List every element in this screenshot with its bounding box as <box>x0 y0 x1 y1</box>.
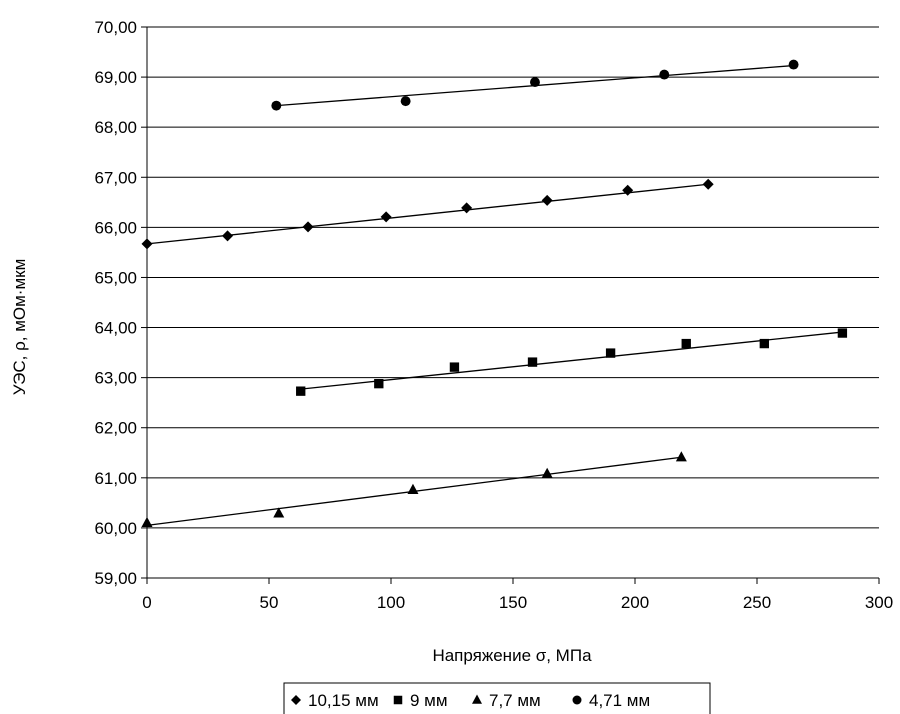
trendline-series-2 <box>300 331 843 390</box>
data-point-series-4 <box>659 69 670 80</box>
data-point-series-2 <box>605 348 616 358</box>
data-point-series-2 <box>837 328 848 338</box>
data-point-series-2 <box>681 338 691 349</box>
y-tick-label: 68,00 <box>94 118 137 137</box>
data-point-series-3 <box>407 483 419 494</box>
x-tick-label: 0 <box>142 593 151 612</box>
legend-marker-series-4 <box>572 695 582 705</box>
data-point-series-4 <box>400 96 411 107</box>
y-tick-label: 69,00 <box>94 68 137 87</box>
y-axis-title: УЭС, ρ, мОм·мкм <box>10 259 29 396</box>
y-tick-label: 65,00 <box>94 268 137 287</box>
data-point-series-1 <box>702 178 714 190</box>
y-tick-label: 61,00 <box>94 469 137 488</box>
data-point-series-2 <box>374 378 384 389</box>
y-tick-label: 62,00 <box>94 419 137 438</box>
x-tick-label: 250 <box>743 593 771 612</box>
data-point-series-2 <box>449 362 460 372</box>
y-tick-label: 59,00 <box>94 569 137 588</box>
data-point-series-3 <box>273 507 285 518</box>
x-tick-label: 200 <box>621 593 649 612</box>
y-tick-label: 60,00 <box>94 519 137 538</box>
data-point-series-3 <box>541 467 553 478</box>
legend-label-series-2: 9 мм <box>410 691 448 710</box>
data-point-series-3 <box>141 516 153 528</box>
y-tick-label: 64,00 <box>94 319 137 338</box>
gridlines <box>147 26 879 529</box>
legend-label-series-1: 10,15 мм <box>308 691 379 710</box>
x-tick-label: 150 <box>499 593 527 612</box>
y-tick-label: 67,00 <box>94 168 137 187</box>
data-point-series-1 <box>302 221 314 233</box>
data-point-series-4 <box>271 100 282 111</box>
trendlines <box>146 64 843 527</box>
data-point-series-1 <box>541 194 553 206</box>
y-tick-label: 66,00 <box>94 218 137 237</box>
data-point-series-1 <box>222 230 234 242</box>
y-tick-labels: 59,00 60,00 61,00 62,00 63,00 64,00 65,00 66,00… <box>94 18 137 588</box>
legend-label-series-3: 7,7 мм <box>489 691 541 710</box>
legend: 10,15 мм 9 мм 7,7 мм 4,71 мм <box>283 682 711 714</box>
x-tick-label: 300 <box>865 593 893 612</box>
x-axis-title: Напряжение σ, МПа <box>432 646 592 665</box>
data-point-series-2 <box>296 386 306 396</box>
legend-label-series-4: 4,71 мм <box>589 691 650 710</box>
x-tick-labels: 0 50 100 150 200 250 300 <box>142 593 893 612</box>
data-point-series-1 <box>141 238 153 250</box>
data-point-series-1 <box>461 202 473 214</box>
data-point-series-1 <box>622 184 634 196</box>
legend-marker-series-1 <box>291 695 301 705</box>
legend-box <box>283 682 711 714</box>
y-tick-label: 63,00 <box>94 369 137 388</box>
axes <box>141 26 880 584</box>
x-tick-label: 50 <box>260 593 279 612</box>
trendline-series-1 <box>146 183 709 245</box>
data-point-series-2 <box>759 338 769 349</box>
legend-marker-series-2 <box>393 695 403 705</box>
x-tick-label: 100 <box>377 593 405 612</box>
legend-marker-series-3 <box>472 694 482 704</box>
data-point-series-4 <box>788 59 799 70</box>
markers <box>141 59 848 528</box>
y-tick-label: 70,00 <box>94 18 137 37</box>
data-point-series-2 <box>527 357 538 367</box>
data-point-series-1 <box>380 211 392 223</box>
legend-items: 10,15 мм 9 мм 7,7 мм 4,71 мм <box>291 691 650 710</box>
data-point-series-3 <box>675 451 687 462</box>
data-point-series-4 <box>530 77 540 88</box>
